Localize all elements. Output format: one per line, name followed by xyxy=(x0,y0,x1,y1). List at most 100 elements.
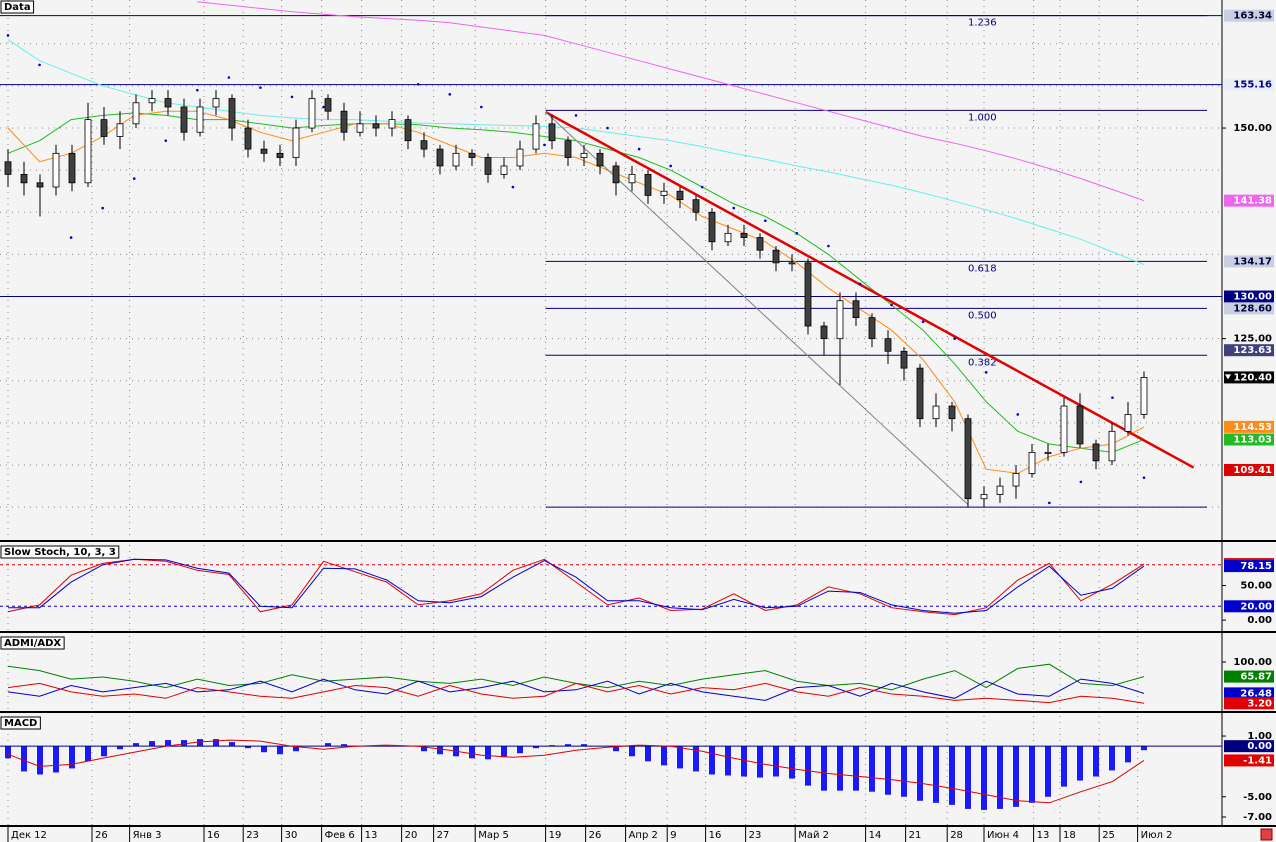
macd-bar xyxy=(261,746,267,753)
macd-bar xyxy=(165,740,171,747)
candle-body xyxy=(116,123,124,137)
sar-dot xyxy=(1048,501,1051,505)
candle-body xyxy=(52,152,60,188)
macd-bar xyxy=(869,746,875,792)
macd-bar xyxy=(821,746,827,791)
candle-body xyxy=(1076,405,1084,445)
macd-bar xyxy=(1061,746,1067,787)
sar-dot xyxy=(574,114,578,117)
candle-body xyxy=(1140,377,1148,415)
x-tick-label: Июл 2 xyxy=(1141,830,1173,841)
sar-dot xyxy=(101,206,104,210)
sar-dot xyxy=(1111,396,1114,399)
fib-label: 1.236 xyxy=(968,18,997,29)
price-tag-label: 155.16 xyxy=(1233,80,1272,91)
macd-bar xyxy=(517,746,523,754)
price-tag xyxy=(1224,560,1274,573)
fib-label: 0.618 xyxy=(968,263,997,274)
x-tick-label: Дек 12 xyxy=(11,830,47,841)
macd-bar xyxy=(949,746,955,805)
x-tick-label: 23 xyxy=(246,830,259,841)
candle-body xyxy=(84,119,92,184)
macd-bar xyxy=(549,745,555,747)
price-tag xyxy=(1224,194,1274,207)
y-tick-label: -5.00 xyxy=(1243,792,1272,803)
price-tag xyxy=(1224,78,1274,91)
candle-body xyxy=(436,148,444,167)
x-tick-label: 9 xyxy=(670,830,676,841)
y-tick-label: 125.00 xyxy=(1233,334,1272,345)
macd-bar xyxy=(1141,746,1147,751)
price-tag xyxy=(1224,255,1274,268)
price-tag-label: 163.34 xyxy=(1233,11,1272,22)
sar-dot xyxy=(227,76,231,79)
series-line xyxy=(7,682,1145,704)
price-tag xyxy=(1224,433,1274,446)
x-tick-label: 18 xyxy=(1063,830,1076,841)
macd-bar xyxy=(1029,746,1035,803)
candle-body xyxy=(644,173,652,196)
candle-body xyxy=(164,98,172,108)
price-tag xyxy=(1224,302,1274,315)
macd-bar xyxy=(981,746,987,810)
macd-bar xyxy=(837,746,843,791)
price-tag-label: 109.41 xyxy=(1233,465,1272,476)
candle-body xyxy=(836,300,844,340)
price-tag xyxy=(1224,290,1274,303)
macd-bar xyxy=(437,746,443,755)
y-tick-label: -7.00 xyxy=(1243,812,1272,823)
macd-bar xyxy=(645,746,651,762)
sar-dot xyxy=(669,164,672,168)
price-tag-label: 134.17 xyxy=(1233,256,1272,267)
trendline xyxy=(544,110,1195,469)
price-tag-label: 78.15 xyxy=(1240,561,1272,572)
series-line xyxy=(7,678,1145,701)
macd-bar xyxy=(1109,746,1115,771)
series-line xyxy=(7,739,1145,804)
panel xyxy=(0,636,1276,711)
macd-bar xyxy=(965,746,971,809)
macd-bar xyxy=(277,746,283,755)
candle-body xyxy=(660,190,668,196)
macd-bar xyxy=(1013,746,1019,807)
candle-body xyxy=(452,152,460,167)
panel xyxy=(0,545,1276,631)
sar-dot xyxy=(6,34,10,37)
price-tag-label: 26.48 xyxy=(1240,688,1272,699)
macd-bar xyxy=(293,746,299,752)
sar-dot xyxy=(38,63,41,67)
candle-body xyxy=(340,110,348,133)
x-tick-label: 14 xyxy=(869,830,882,841)
candle-body xyxy=(964,418,972,500)
macd-bar xyxy=(613,746,619,752)
x-tick-label: 13 xyxy=(365,830,378,841)
macd-bar xyxy=(37,746,43,775)
candle-body xyxy=(564,140,572,158)
macd-bar xyxy=(117,746,123,750)
last-price-marker xyxy=(1225,374,1231,380)
sar-dot xyxy=(827,244,830,248)
sar-dot xyxy=(637,147,641,151)
x-tick-label: 25 xyxy=(1102,830,1115,841)
macd-bar xyxy=(325,743,331,747)
sar-dot xyxy=(196,88,199,92)
x-tick-label: 16 xyxy=(207,830,220,841)
macd-bar xyxy=(245,746,251,749)
macd-bar xyxy=(21,746,27,772)
x-tick-label: Фев 6 xyxy=(325,830,355,841)
sar-dot xyxy=(890,303,893,307)
candle-body xyxy=(532,123,540,150)
sar-dot xyxy=(921,320,925,324)
candle-body xyxy=(724,232,732,243)
x-tick-label: 26 xyxy=(95,830,108,841)
sar-dot xyxy=(732,206,736,210)
candle-body xyxy=(676,190,684,201)
x-tick-label: Мар 5 xyxy=(478,830,509,841)
panel-title: Slow Stoch, 10, 3, 3 xyxy=(4,547,116,558)
x-tick-label: 21 xyxy=(909,830,922,841)
candle-body xyxy=(1108,430,1116,462)
price-tag-label: 20.00 xyxy=(1240,601,1272,612)
macd-bar xyxy=(709,746,715,775)
y-tick-label: 150.00 xyxy=(1233,123,1272,134)
